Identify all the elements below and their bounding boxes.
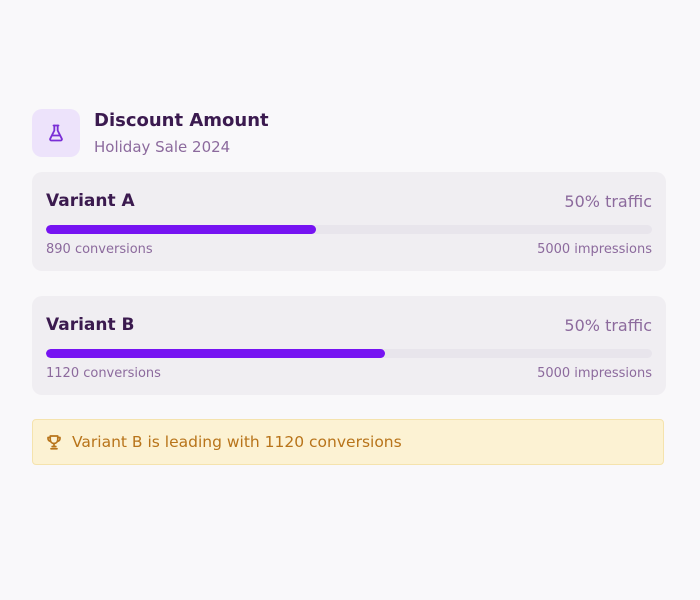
- experiment-subtitle: Holiday Sale 2024: [94, 137, 231, 156]
- conversion-progress-track: [46, 225, 652, 234]
- variant-traffic: 50% traffic: [564, 315, 652, 335]
- variant-a-card: Variant A 50% traffic 890 conversions 50…: [32, 172, 666, 271]
- experiment-title: Discount Amount: [94, 109, 269, 131]
- variant-impressions: 5000 impressions: [537, 365, 652, 381]
- experiment-header-text: Discount Amount Holiday Sale 2024: [94, 109, 269, 158]
- trophy-icon: [45, 433, 63, 451]
- flask-icon: [49, 124, 63, 142]
- variant-b-card: Variant B 50% traffic 1120 conversions 5…: [32, 296, 666, 395]
- experiment-header: Discount Amount Holiday Sale 2024: [32, 108, 666, 158]
- variant-traffic: 50% traffic: [564, 191, 652, 211]
- leader-banner: Variant B is leading with 1120 conversio…: [32, 419, 664, 465]
- leader-banner-text: Variant B is leading with 1120 conversio…: [72, 433, 402, 451]
- variant-conversions: 1120 conversions: [46, 365, 161, 381]
- experiment-icon-box: [32, 109, 80, 157]
- conversion-progress-fill: [46, 349, 386, 358]
- variant-impressions: 5000 impressions: [537, 241, 652, 257]
- variant-name: Variant B: [46, 315, 135, 335]
- experiment-card: Discount Amount Holiday Sale 2024 Varian…: [32, 108, 666, 465]
- variant-name: Variant A: [46, 191, 135, 211]
- conversion-progress-track: [46, 349, 652, 358]
- variant-conversions: 890 conversions: [46, 241, 153, 257]
- conversion-progress-fill: [46, 225, 316, 234]
